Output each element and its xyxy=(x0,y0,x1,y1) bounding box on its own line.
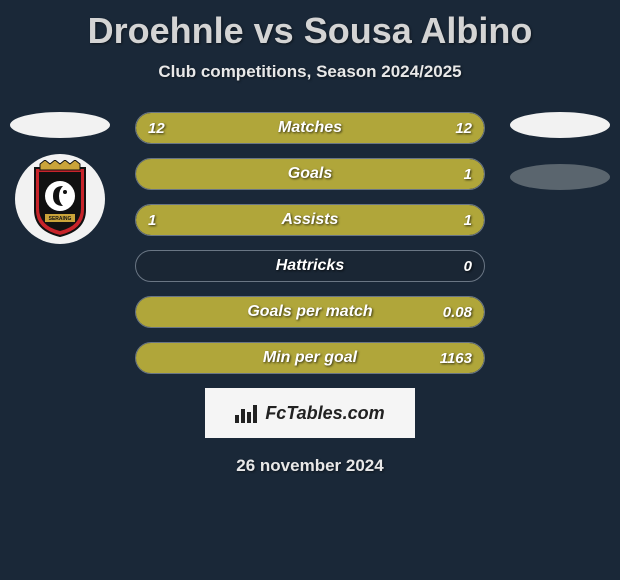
stat-value-left: 12 xyxy=(148,113,165,143)
stat-value-right: 0.08 xyxy=(443,297,472,327)
stat-value-right: 12 xyxy=(455,113,472,143)
right-player-column xyxy=(510,112,610,190)
page-title: Droehnle vs Sousa Albino xyxy=(0,0,620,52)
page-subtitle: Club competitions, Season 2024/2025 xyxy=(0,62,620,82)
stat-value-right: 1 xyxy=(464,205,472,235)
stat-row: Matches12 12 xyxy=(135,112,485,144)
fctables-logo: FcTables.com xyxy=(205,388,415,438)
stat-label: Min per goal xyxy=(136,343,484,373)
stat-value-right: 1 xyxy=(464,159,472,189)
stat-bars-container: Matches1212Goals1Assists11Hattricks0Goal… xyxy=(135,112,485,374)
right-club-placeholder xyxy=(510,164,610,190)
left-player-avatar-placeholder xyxy=(10,112,110,138)
badge-text: SERAING xyxy=(49,216,72,222)
footer-logo-text: FcTables.com xyxy=(265,403,384,424)
stat-row: Min per goal1163 xyxy=(135,342,485,374)
stat-value-left: 1 xyxy=(148,205,156,235)
stat-label: Goals per match xyxy=(136,297,484,327)
comparison-area: SERAING Matches1212Goals1Assists11Hattri… xyxy=(0,112,620,374)
stat-label: Goals xyxy=(136,159,484,189)
stat-label: Matches xyxy=(136,113,484,143)
left-player-column: SERAING xyxy=(10,112,110,244)
seraing-badge-icon: SERAING xyxy=(25,160,95,238)
bars-icon xyxy=(235,403,259,423)
right-player-avatar-placeholder xyxy=(510,112,610,138)
stat-value-right: 1163 xyxy=(440,343,472,373)
stat-row: Goals1 xyxy=(135,158,485,190)
stat-row: Goals per match0.08 xyxy=(135,296,485,328)
left-club-badge: SERAING xyxy=(15,154,105,244)
stat-label: Hattricks xyxy=(136,251,484,281)
stat-value-right: 0 xyxy=(464,251,472,281)
stat-row: Assists1 1 xyxy=(135,204,485,236)
stat-label: Assists xyxy=(136,205,484,235)
stat-row: Hattricks0 xyxy=(135,250,485,282)
footer-date: 26 november 2024 xyxy=(0,456,620,476)
